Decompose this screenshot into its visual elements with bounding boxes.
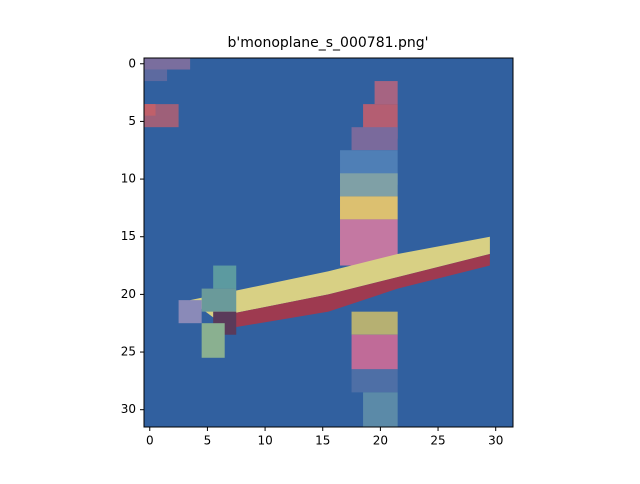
x-tick-label: 0 — [146, 434, 154, 448]
x-tick-label: 20 — [373, 434, 388, 448]
y-tick-label: 10 — [121, 172, 136, 186]
x-tick-label: 5 — [204, 434, 212, 448]
chart-title: b'monoplane_s_000781.png' — [228, 35, 429, 51]
image — [144, 58, 513, 427]
axes-frame — [143, 57, 514, 428]
x-tick-label: 25 — [430, 434, 445, 448]
y-tick-label: 15 — [121, 229, 136, 243]
x-tick-label: 30 — [488, 434, 503, 448]
y-tick-label: 25 — [121, 345, 136, 359]
x-tick-label: 10 — [257, 434, 272, 448]
y-tick-label: 20 — [121, 287, 136, 301]
x-tick-label: 15 — [315, 434, 330, 448]
y-tick-label: 30 — [121, 402, 136, 416]
y-tick-label: 0 — [128, 56, 136, 70]
y-tick-label: 5 — [128, 114, 136, 128]
